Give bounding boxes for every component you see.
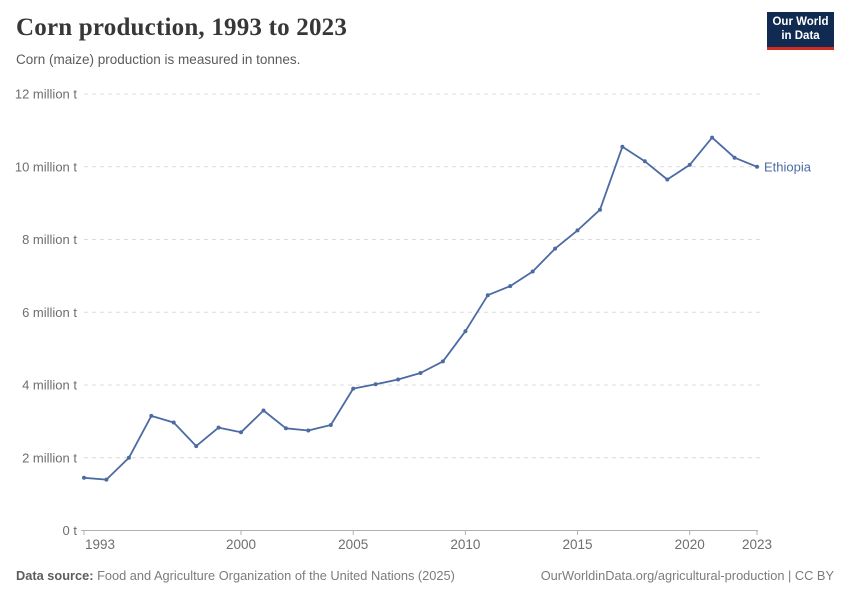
data-source-value: Food and Agriculture Organization of the… (93, 568, 455, 583)
owid-logo-line1: Our World (772, 15, 829, 28)
x-tick-label: 2023 (742, 537, 772, 552)
chart-subtitle: Corn (maize) production is measured in t… (16, 52, 301, 67)
data-point[interactable] (104, 477, 109, 482)
data-source-label: Data source: (16, 568, 94, 583)
data-point[interactable] (598, 207, 602, 212)
data-point[interactable] (149, 413, 154, 418)
data-point[interactable] (261, 408, 266, 413)
series-entity-label[interactable]: Ethiopia (764, 159, 812, 174)
data-point[interactable] (283, 426, 288, 431)
data-point[interactable] (642, 159, 647, 164)
data-point[interactable] (126, 455, 131, 460)
y-tick-label: 2 million t (22, 450, 77, 465)
y-tick-label: 8 million t (22, 232, 77, 247)
chart-footer: Data source: Food and Agriculture Organi… (16, 568, 834, 583)
data-point[interactable] (553, 246, 558, 251)
data-point[interactable] (351, 386, 356, 391)
x-tick-label: 2000 (226, 537, 256, 552)
data-point[interactable] (508, 284, 513, 289)
page-title: Corn production, 1993 to 2023 (16, 14, 348, 41)
owid-logo[interactable]: Our World in Data (767, 12, 834, 50)
data-point[interactable] (306, 428, 311, 433)
y-tick-label: 12 million t (15, 87, 78, 102)
data-source-text: Data source: Food and Agriculture Organi… (16, 568, 455, 583)
chart-svg: 0 t 2 million t 4 million t 6 million t 8 mi… (15, 87, 812, 553)
owid-link[interactable]: OurWorldinData.org/agricultural-producti… (540, 568, 834, 583)
data-point[interactable] (665, 177, 670, 182)
data-point[interactable] (440, 359, 445, 364)
x-tick-label: 2015 (563, 537, 593, 552)
data-point[interactable] (755, 164, 759, 169)
data-point[interactable] (575, 228, 580, 233)
data-line[interactable] (83, 136, 758, 481)
data-point[interactable] (396, 377, 401, 382)
data-point[interactable] (530, 269, 535, 274)
x-tick-label: 1993 (85, 537, 115, 552)
data-point[interactable] (620, 144, 625, 149)
y-tick-label: 6 million t (22, 305, 77, 320)
x-tick-label: 2005 (338, 537, 368, 552)
data-point[interactable] (687, 162, 692, 167)
x-tick-label: 2020 (675, 537, 705, 552)
y-tick-label: 10 million t (15, 159, 78, 174)
data-point[interactable] (216, 425, 221, 430)
y-tick-label: 4 million t (22, 378, 77, 393)
y-tick-label: 0 t (63, 523, 78, 538)
owid-logo-line2: in Data (781, 29, 820, 42)
x-tick-label: 2010 (450, 537, 480, 552)
data-point[interactable] (463, 329, 468, 334)
data-point[interactable] (82, 475, 86, 480)
data-point[interactable] (171, 420, 176, 425)
data-point[interactable] (194, 444, 199, 449)
data-point[interactable] (373, 382, 378, 387)
data-point[interactable] (418, 371, 423, 375)
data-point[interactable] (732, 155, 737, 160)
data-point[interactable] (328, 423, 333, 427)
data-point[interactable] (485, 293, 490, 298)
data-point[interactable] (239, 430, 243, 435)
data-point[interactable] (710, 135, 715, 140)
